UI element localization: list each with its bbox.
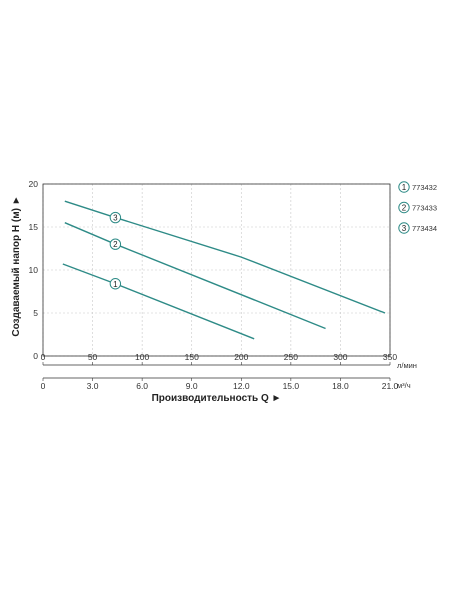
x-tick-label: 0	[41, 352, 46, 362]
x-tick-label: 150	[185, 352, 199, 362]
series-marker-label: 2	[113, 240, 118, 249]
series-layer: 1 2 3	[62, 200, 386, 340]
x-secondary-tick-label: 3.0	[87, 381, 99, 391]
x-secondary-tick-label: 21.0	[382, 381, 399, 391]
x-secondary-tick-label: 12.0	[233, 381, 250, 391]
legend-marker-circle	[398, 181, 410, 193]
series-marker-circle	[109, 238, 122, 250]
series-marker-label: 3	[113, 214, 118, 223]
x-secondary-tick-label: 6.0	[136, 381, 148, 391]
y-tick-label: 5	[33, 308, 38, 318]
x-secondary-tick-label: 18.0	[332, 381, 349, 391]
x-tick-label: 250	[284, 352, 298, 362]
x-tick-label: 350	[383, 352, 397, 362]
legend-marker-label: 1	[402, 183, 407, 192]
series-marker-circle	[109, 278, 122, 290]
legend-entry-label: 773434	[412, 224, 437, 233]
y-tick-label: 15	[29, 222, 39, 232]
x-unit-primary: л/мин	[397, 361, 417, 370]
legend: 1 773432 2 773433 3 773434	[398, 181, 437, 234]
x-unit-secondary: м³/ч	[397, 381, 411, 390]
legend-entry-label: 773433	[412, 204, 437, 213]
legend-entry-label: 773432	[412, 183, 437, 192]
x-tick-label: 300	[333, 352, 347, 362]
y-tick-label: 20	[29, 179, 39, 189]
series-line-1	[62, 263, 255, 340]
legend-marker-label: 2	[402, 204, 407, 213]
x-tick-label: 100	[135, 352, 149, 362]
legend-marker-circle	[398, 222, 410, 234]
series-marker-label: 1	[113, 280, 118, 289]
series-marker-circle	[109, 211, 122, 224]
plot-frame	[42, 183, 391, 357]
x-secondary-tick-label: 0	[41, 381, 46, 391]
x-tick-labels: 0 50 100 150 200 250 300 350	[41, 352, 397, 365]
legend-marker-label: 3	[402, 224, 407, 233]
x-tick-label: 200	[234, 352, 248, 362]
grid-lines	[42, 183, 391, 357]
y-tick-label: 10	[29, 265, 39, 275]
y-tick-labels: 0 5 10 15 20	[29, 179, 39, 361]
y-axis-label: Создаваемый напор H (м) ►	[11, 195, 22, 336]
x-secondary-tick-label: 15.0	[283, 381, 300, 391]
x-axis-label: Производительность Q ►	[152, 393, 282, 404]
x-tick-label: 50	[88, 352, 98, 362]
x-secondary-tick-label: 9.0	[186, 381, 198, 391]
y-tick-label: 0	[33, 351, 38, 361]
legend-marker-circle	[398, 201, 410, 214]
x-secondary-tick-labels: 0 3.0 6.0 9.0 12.0 15.0 18.0 21.0	[41, 378, 399, 391]
series-line-3	[64, 200, 386, 314]
series-line-2	[64, 222, 326, 330]
